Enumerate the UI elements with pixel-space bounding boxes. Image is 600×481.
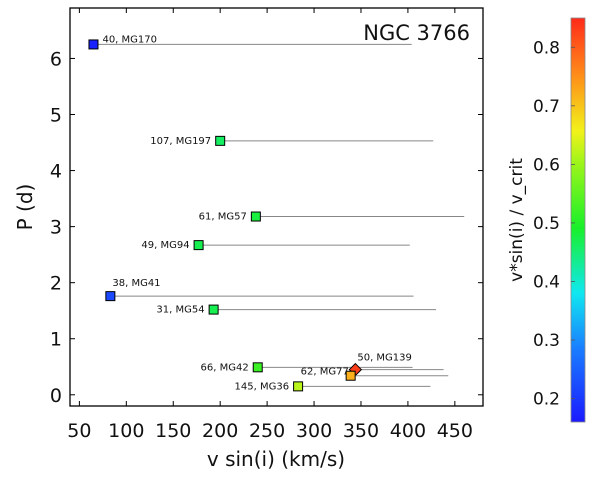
y-tick-label: 3: [50, 217, 62, 239]
x-tick-label: 150: [155, 420, 191, 442]
x-tick-label: 100: [108, 420, 144, 442]
colorbar-tick-label: 0.4: [533, 272, 560, 292]
point-label: 31, MG54: [156, 305, 204, 316]
data-point: [293, 381, 304, 392]
data-point: [105, 291, 116, 302]
y-axis-label: P (d): [13, 184, 37, 231]
data-point: [208, 304, 219, 315]
point-label: 40, MG170: [102, 34, 157, 45]
x-tick-label: 350: [343, 420, 379, 442]
plot-area: [69, 7, 484, 407]
y-axis: 0 1 2 3 4 5 6: [50, 48, 483, 407]
colorbar-tick-label: 0.5: [533, 214, 560, 234]
data-point: [215, 135, 226, 146]
data-point: [193, 240, 204, 251]
point-label: 49, MG94: [141, 240, 189, 251]
colorbar-ticks: 0.2 0.3 0.4 0.5 0.6 0.7 0.8: [533, 38, 575, 410]
y-tick-label: 5: [50, 105, 62, 127]
data-point: [252, 362, 263, 373]
colorbar-tick-label: 0.2: [533, 390, 560, 410]
point-label: 50, MG139: [357, 353, 412, 364]
x-tick-label: 50: [67, 420, 91, 442]
chart-title: NGC 3766: [363, 21, 470, 45]
point-label: 38, MG41: [112, 278, 160, 289]
y-tick-label: 6: [50, 48, 62, 70]
point-label: 145, MG36: [235, 381, 290, 392]
data-series: 40, MG170 107, MG197 61, MG57 49, MG94 38, M…: [88, 34, 465, 392]
x-axis-label: v sin(i) (km/s): [207, 447, 345, 471]
x-axis: 50 100 150 200 250 300 350 400 450: [67, 8, 473, 442]
colorbar-tick-label: 0.6: [533, 155, 560, 175]
data-point: [345, 370, 356, 381]
y-tick-label: 0: [50, 385, 62, 407]
y-tick-label: 2: [50, 273, 62, 295]
colorbar-tick-label: 0.3: [533, 331, 560, 351]
colorbar-label: v*sin(i) / v_crit: [507, 158, 527, 282]
colorbar-tick-label: 0.8: [533, 38, 560, 58]
point-label: 107, MG197: [150, 136, 211, 147]
x-tick-label: 200: [202, 420, 238, 442]
x-tick-label: 300: [296, 420, 332, 442]
colorbar-tick-label: 0.7: [533, 97, 560, 117]
x-tick-label: 400: [390, 420, 426, 442]
y-tick-label: 4: [50, 161, 62, 183]
data-point: [88, 39, 99, 50]
colorbar: [570, 17, 586, 423]
point-label: 62, MG77: [301, 367, 349, 378]
data-point: [250, 211, 261, 222]
y-tick-label: 1: [50, 329, 62, 351]
x-tick-label: 250: [249, 420, 285, 442]
point-label: 66, MG42: [201, 362, 249, 373]
point-label: 61, MG57: [199, 212, 247, 223]
x-tick-label: 450: [437, 420, 473, 442]
